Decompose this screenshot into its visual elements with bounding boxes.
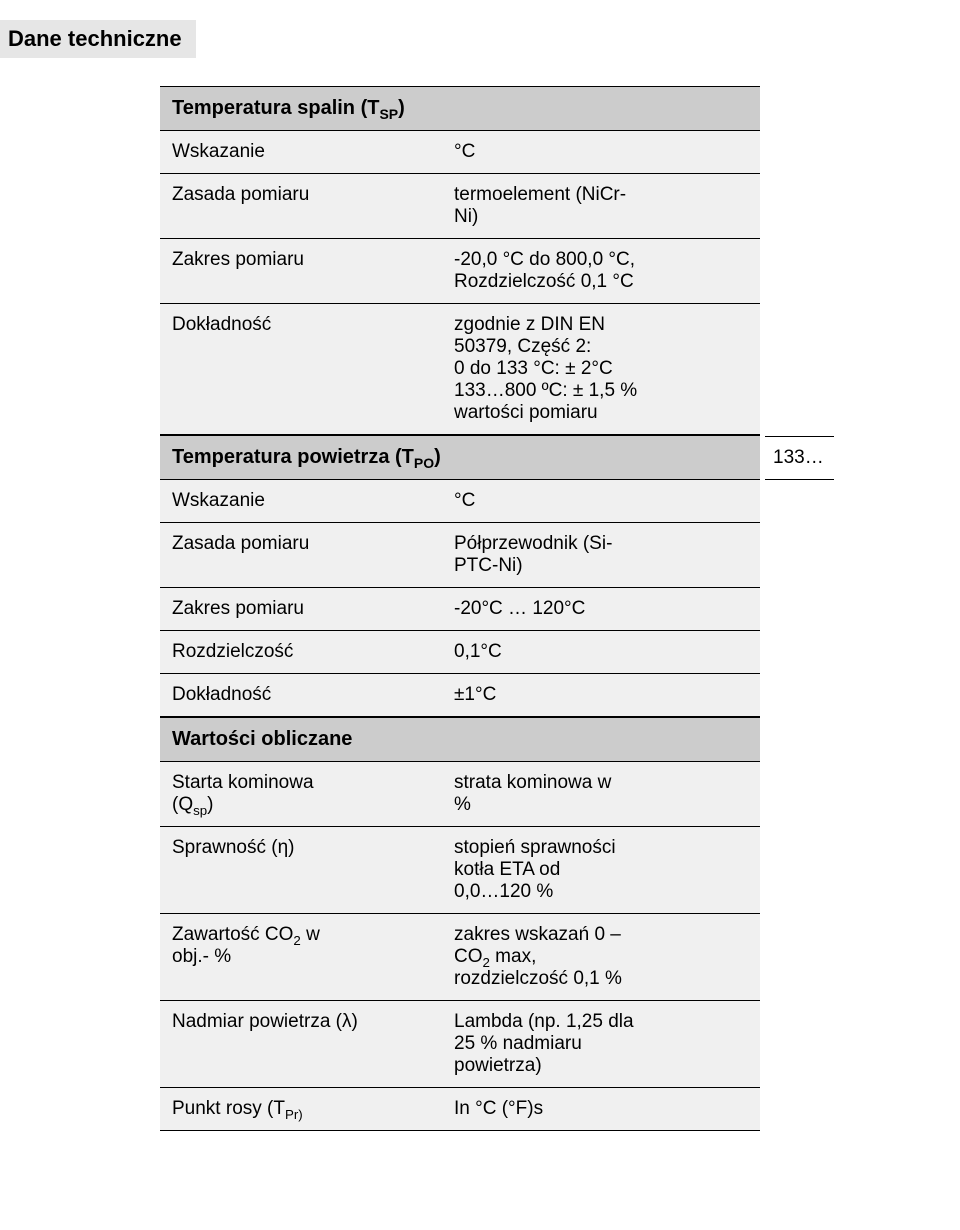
row-value: °C xyxy=(442,131,760,174)
row-value: -20,0 °C do 800,0 °C,Rozdzielczość 0,1 °… xyxy=(442,239,760,304)
row-label: Dokładność xyxy=(160,674,442,717)
table-row: Rozdzielczość 0,1°C xyxy=(160,631,760,674)
row-value: zakres wskazań 0 –CO2 max,rozdzielczość … xyxy=(442,914,760,1001)
table-tsp: Temperatura spalin (TSP) Wskazanie °C Za… xyxy=(160,86,760,435)
table-row: Zakres pomiaru -20°C … 120°C xyxy=(160,588,760,631)
row-value: strata kominowa w% xyxy=(442,762,760,827)
table-header-row: Temperatura powietrza (TPO) xyxy=(160,436,760,480)
row-label: Zasada pomiaru xyxy=(160,523,442,588)
row-label: Dokładność xyxy=(160,304,442,435)
table-header: Temperatura powietrza (TPO) xyxy=(160,436,760,480)
row-value: -20°C … 120°C xyxy=(442,588,760,631)
table-row: Starta kominowa(Qsp) strata kominowa w% xyxy=(160,762,760,827)
table-tpo: Temperatura powietrza (TPO) Wskazanie °C… xyxy=(160,435,760,717)
table-row: Zasada pomiaru Półprzewodnik (Si-PTC-Ni) xyxy=(160,523,760,588)
row-label: Rozdzielczość xyxy=(160,631,442,674)
table-row: Wskazanie °C xyxy=(160,131,760,174)
section-tag: Dane techniczne xyxy=(0,20,196,58)
table-row: Dokładność ±1°C xyxy=(160,674,760,717)
table-header-row: Temperatura spalin (TSP) xyxy=(160,87,760,131)
row-label: Wskazanie xyxy=(160,131,442,174)
row-label: Zakres pomiaru xyxy=(160,239,442,304)
row-label: Zakres pomiaru xyxy=(160,588,442,631)
row-label: Punkt rosy (TPr) xyxy=(160,1088,442,1131)
table-header: Wartości obliczane xyxy=(160,718,760,762)
row-value: °C xyxy=(442,480,760,523)
tables-container: Temperatura spalin (TSP) Wskazanie °C Za… xyxy=(160,86,760,1131)
table-row: Wskazanie °C xyxy=(160,480,760,523)
table-header-row: Wartości obliczane xyxy=(160,718,760,762)
table-calc: Wartości obliczane Starta kominowa(Qsp) … xyxy=(160,717,760,1131)
row-value: Lambda (np. 1,25 dla25 % nadmiarupowietr… xyxy=(442,1001,760,1088)
row-value: 0,1°C xyxy=(442,631,760,674)
row-value: ±1°C xyxy=(442,674,760,717)
table-row: Zawartość CO2 wobj.- % zakres wskazań 0 … xyxy=(160,914,760,1001)
row-value: In °C (°F)s xyxy=(442,1088,760,1131)
table-row: Zasada pomiaru termoelement (NiCr-Ni) xyxy=(160,174,760,239)
table-row: Punkt rosy (TPr) In °C (°F)s xyxy=(160,1088,760,1131)
row-label: Zawartość CO2 wobj.- % xyxy=(160,914,442,1001)
table-row: Dokładność zgodnie z DIN EN50379, Część … xyxy=(160,304,760,435)
row-label: Wskazanie xyxy=(160,480,442,523)
row-label: Nadmiar powietrza (λ) xyxy=(160,1001,442,1088)
row-label: Starta kominowa(Qsp) xyxy=(160,762,442,827)
row-label: Zasada pomiaru xyxy=(160,174,442,239)
row-label: Sprawność (η) xyxy=(160,827,442,914)
row-value: zgodnie z DIN EN50379, Część 2:0 do 133 … xyxy=(442,304,760,435)
row-value: stopień sprawnościkotła ETA od0,0…120 % xyxy=(442,827,760,914)
row-value: termoelement (NiCr-Ni) xyxy=(442,174,760,239)
table-row: Zakres pomiaru -20,0 °C do 800,0 °C,Rozd… xyxy=(160,239,760,304)
table-header: Temperatura spalin (TSP) xyxy=(160,87,760,131)
overflow-note: 133… xyxy=(765,436,834,480)
table-row: Nadmiar powietrza (λ) Lambda (np. 1,25 d… xyxy=(160,1001,760,1088)
table-row: Sprawność (η) stopień sprawnościkotła ET… xyxy=(160,827,760,914)
row-value: Półprzewodnik (Si-PTC-Ni) xyxy=(442,523,760,588)
